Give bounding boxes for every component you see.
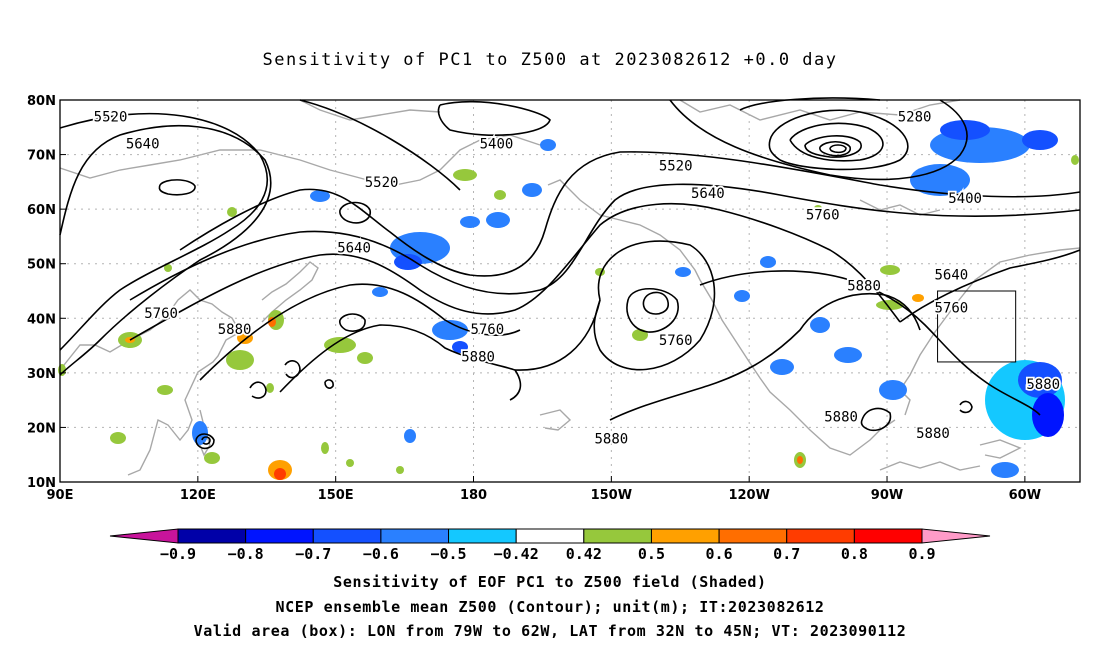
contour-label: 5640 xyxy=(337,240,371,256)
lon-tick-label: 120E xyxy=(180,488,216,503)
lat-tick-label: 30N xyxy=(27,367,56,382)
lat-tick-label: 40N xyxy=(27,312,56,327)
lon-tick-label: 60W xyxy=(1009,488,1041,503)
colorbar-label: −0.6 xyxy=(363,545,399,563)
chart-title: Sensitivity of PC1 to Z500 at 2023082612… xyxy=(262,50,838,70)
colorbar-label: 0.42 xyxy=(566,545,602,563)
colorbar-high-triangle xyxy=(921,528,991,544)
colorbar: −0.9 −0.8 −0.7 −0.6 −0.5 −0.42 0.42 0.5 0.6 0.7 0.… xyxy=(109,528,991,563)
lat-tick-label: 10N xyxy=(27,476,56,491)
contour-label: 5760 xyxy=(144,306,178,322)
contour-label: 5280 xyxy=(898,109,932,125)
z500-contours xyxy=(59,97,1081,450)
contour-label: 5880 xyxy=(916,426,950,442)
contour-label: 5880 xyxy=(218,322,252,338)
colorbar-label: 0.7 xyxy=(773,545,800,563)
lat-tick-label: 50N xyxy=(27,258,56,273)
contour-label: 5760 xyxy=(659,333,693,349)
map-gridlines xyxy=(60,100,1080,482)
colorbar-low-triangle xyxy=(109,528,179,544)
colorbar-segment xyxy=(583,528,652,544)
colorbar-segment xyxy=(515,528,585,544)
contour-label: 5880 xyxy=(1026,377,1060,393)
sensitivity-shading xyxy=(58,120,1079,480)
colorbar-segment xyxy=(448,528,517,544)
lon-tick-label: 150W xyxy=(591,488,632,503)
contour-label: 5880 xyxy=(824,410,858,426)
colorbar-label: 0.8 xyxy=(841,545,868,563)
colorbar-label: 0.6 xyxy=(706,545,733,563)
contour-label: 5760 xyxy=(934,300,968,316)
colorbar-label: −0.8 xyxy=(228,545,264,563)
colorbar-label: 0.5 xyxy=(638,545,665,563)
contour-label: 5640 xyxy=(934,268,968,284)
lon-tick-label: 90W xyxy=(871,488,903,503)
contour-label: 5520 xyxy=(659,158,693,174)
contour-label: 5640 xyxy=(691,186,725,202)
valid-area-box xyxy=(937,290,1017,363)
colorbar-segment xyxy=(245,528,314,544)
lon-tick-label: 180 xyxy=(460,488,487,503)
colorbar-label: −0.9 xyxy=(160,545,196,563)
contour-label: 5880 xyxy=(461,349,495,365)
contour-label: 5400 xyxy=(948,191,982,207)
contour-label: 5640 xyxy=(126,137,160,153)
colorbar-segment xyxy=(853,528,923,544)
lon-tick-label: 120W xyxy=(728,488,769,503)
caption-line-2: NCEP ensemble mean Z500 (Contour); unit(… xyxy=(275,598,825,616)
contour-label: 5760 xyxy=(470,322,504,338)
lat-tick-label: 70N xyxy=(27,149,56,164)
colorbar-segment xyxy=(718,528,788,544)
colorbar-segment xyxy=(312,528,382,544)
colorbar-label: −0.7 xyxy=(295,545,331,563)
colorbar-segment xyxy=(650,528,720,544)
lat-tick-label: 20N xyxy=(27,421,56,436)
valid-box-outline xyxy=(937,290,1017,363)
contour-label: 5880 xyxy=(847,279,881,295)
contour-label: 5520 xyxy=(94,109,128,125)
lat-tick-label: 60N xyxy=(27,203,56,218)
lon-tick-label: 90E xyxy=(47,488,74,503)
colorbar-label: −0.5 xyxy=(430,545,466,563)
contour-label: 5760 xyxy=(806,208,840,224)
contour-label: 5400 xyxy=(480,137,514,153)
colorbar-segment xyxy=(177,528,247,544)
caption-line-3: Valid area (box): LON from 79W to 62W, L… xyxy=(193,622,907,640)
lat-tick-label: 80N xyxy=(27,94,56,109)
lon-tick-label: 150E xyxy=(318,488,354,503)
map-frame xyxy=(59,99,1081,483)
contour-label: 5520 xyxy=(365,175,399,191)
coastlines xyxy=(59,99,1081,476)
caption-line-1: Sensitivity of EOF PC1 to Z500 field (Sh… xyxy=(333,573,767,591)
colorbar-segment xyxy=(380,528,450,544)
colorbar-segment xyxy=(786,528,855,544)
colorbar-label: −0.42 xyxy=(494,545,539,563)
colorbar-label: 0.9 xyxy=(908,545,935,563)
contour-label: 5880 xyxy=(594,431,628,447)
contour-labels: 5520 5640 5400 5280 5520 5520 5640 5760 5400 5640… xyxy=(92,108,1062,449)
